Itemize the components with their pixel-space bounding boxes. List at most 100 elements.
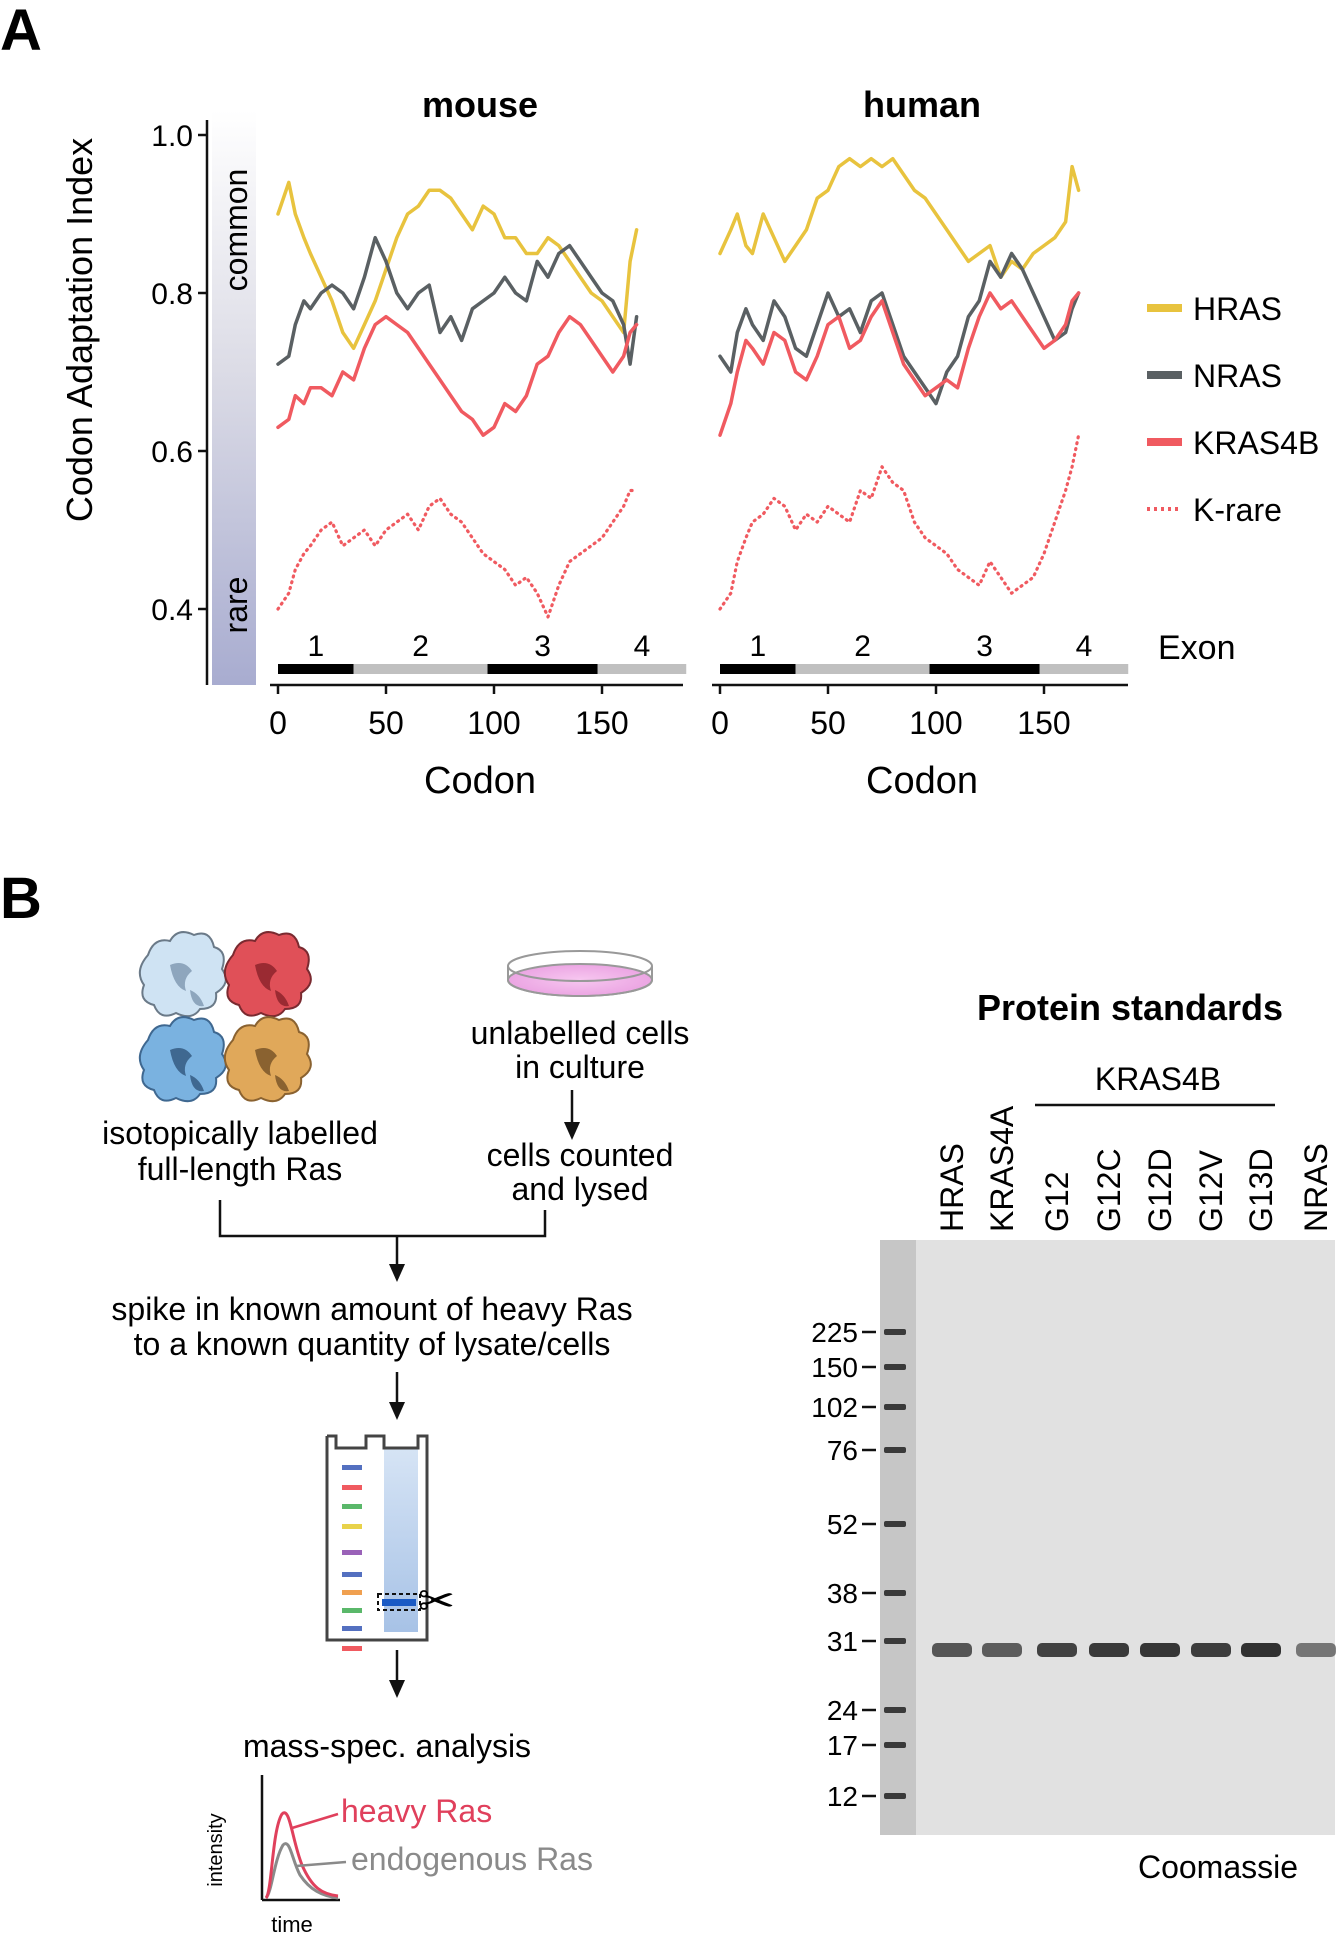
ladder-marker-band	[342, 1550, 362, 1555]
endogenous-ras-label: endogenous Ras	[351, 1841, 593, 1877]
y-tick-label: 0.6	[151, 436, 193, 469]
labelled-proteins	[138, 931, 312, 1103]
mw-label: 17	[827, 1730, 858, 1761]
human-x-ticks: 0 50 100 150	[711, 685, 1071, 741]
protein-band	[1037, 1643, 1077, 1657]
cells-caption-line1: unlabelled cells	[471, 1015, 690, 1051]
marker-ladder	[342, 1465, 362, 1651]
mw-label: 102	[811, 1392, 858, 1423]
kras4b-group-label: KRAS4B	[1095, 1061, 1221, 1097]
protein-band	[932, 1643, 972, 1657]
petri-dish-icon	[507, 950, 653, 997]
series-line-hras	[718, 156, 1081, 279]
gel-lane-labels: HRAS KRAS4A G12 G12C G12D G12V G13D NRAS	[934, 1105, 1334, 1232]
mw-label: 52	[827, 1509, 858, 1540]
lane-label: HRAS	[934, 1143, 970, 1232]
ladder-marker-band	[342, 1608, 362, 1613]
x-tick-label: 100	[909, 705, 962, 741]
y-axis-label: Codon Adaptation Index	[59, 138, 100, 522]
arrow-down-icon	[389, 1650, 405, 1698]
x-tick-label: 150	[1017, 705, 1070, 741]
legend-label-hras: HRAS	[1193, 291, 1282, 327]
protein-band	[1089, 1643, 1129, 1657]
ladder-band	[884, 1707, 906, 1713]
legend-item-nras: NRAS	[1147, 358, 1282, 394]
lane-label: G13D	[1243, 1148, 1279, 1232]
mw-label: 225	[811, 1317, 858, 1348]
spike-caption-line1: spike in known amount of heavy Ras	[111, 1291, 632, 1327]
ladder-band	[884, 1742, 906, 1748]
lane-label: KRAS4A	[984, 1105, 1020, 1232]
gel-image	[880, 1240, 1336, 1835]
counted-caption-line2: and lysed	[512, 1171, 649, 1207]
series-line-hras	[276, 180, 639, 351]
ladder-band	[884, 1521, 906, 1527]
ladder-marker-band	[342, 1485, 362, 1490]
series-line-nras	[276, 235, 639, 366]
ladder-band	[884, 1638, 906, 1644]
protein-band	[1296, 1643, 1336, 1657]
excised-band	[377, 1593, 421, 1611]
protein-icon	[138, 1016, 227, 1103]
ladder-marker-band	[342, 1590, 362, 1595]
mw-markers: 225 150 102 76 52 38 31 24 17 12	[811, 1317, 876, 1812]
stain-label: Coomassie	[1138, 1849, 1298, 1885]
legend-item-hras: HRAS	[1147, 291, 1282, 327]
ladder-marker-band	[342, 1465, 362, 1470]
mouse-x-axis-label: Codon	[424, 760, 536, 802]
exon-bar	[353, 664, 488, 674]
exon-label: 1	[749, 630, 766, 663]
mouse-title: mouse	[422, 84, 538, 125]
lane-label: G12C	[1091, 1148, 1127, 1232]
intensity-axis-label: intensity	[205, 1813, 227, 1886]
legend-item-kras4b: KRAS4B	[1147, 425, 1319, 461]
exon-label: 3	[976, 630, 993, 663]
exon-bar	[487, 664, 598, 674]
legend-label-k-rare: K-rare	[1193, 492, 1282, 528]
scale-rare-label: rare	[218, 577, 254, 634]
human-x-axis-label: Codon	[866, 760, 978, 802]
protein-band	[982, 1643, 1022, 1657]
mouse-exon-track: 1 2 3 4	[278, 630, 687, 674]
x-tick-label: 150	[575, 705, 628, 741]
lane-label: G12V	[1193, 1150, 1229, 1232]
x-tick-label: 100	[467, 705, 520, 741]
mouse-x-ticks: 0 50 100 150	[269, 685, 629, 741]
time-axis-label: time	[271, 1912, 313, 1936]
mw-label: 12	[827, 1781, 858, 1812]
heavy-ras-label: heavy Ras	[341, 1793, 492, 1829]
protein-band	[1140, 1643, 1180, 1657]
y-axis: 1.0 0.8 0.6 0.4	[151, 120, 209, 685]
legend: HRAS NRAS KRAS4B K-rare	[1147, 291, 1319, 528]
panel-b-label: B	[0, 866, 42, 931]
spike-caption-line2: to a known quantity of lysate/cells	[134, 1326, 611, 1362]
x-tick-label: 0	[269, 705, 287, 741]
cells-caption-line2: in culture	[515, 1049, 645, 1085]
gel-diagram: ✂	[325, 1434, 455, 1651]
gel-title: Protein standards	[977, 987, 1283, 1028]
counted-caption-line1: cells counted	[487, 1137, 674, 1173]
target-band	[382, 1599, 416, 1606]
cai-scale-bar	[212, 110, 256, 685]
mouse-chart: mouse 1 2 3 4 0 50 100 150 Codon	[269, 84, 687, 802]
ladder-marker-band	[342, 1504, 362, 1509]
human-plot-area	[718, 156, 1081, 611]
protein-band	[1241, 1643, 1281, 1657]
ladder-bands	[884, 1329, 906, 1799]
exon-label: 1	[307, 630, 324, 663]
exon-label: 2	[412, 630, 429, 663]
exon-bar	[278, 664, 354, 674]
series-line-kras4b	[718, 291, 1081, 437]
exon-bar	[597, 664, 687, 674]
ladder-band	[884, 1590, 906, 1596]
y-tick-label: 0.8	[151, 278, 193, 311]
exon-bar	[720, 664, 796, 674]
y-tick-label: 1.0	[151, 120, 193, 153]
ladder-lane	[880, 1240, 916, 1835]
x-tick-label: 50	[810, 705, 846, 741]
ladder-marker-band	[342, 1524, 362, 1529]
exon-title: Exon	[1158, 629, 1236, 667]
x-tick-label: 0	[711, 705, 729, 741]
exon-label: 4	[1076, 630, 1093, 663]
